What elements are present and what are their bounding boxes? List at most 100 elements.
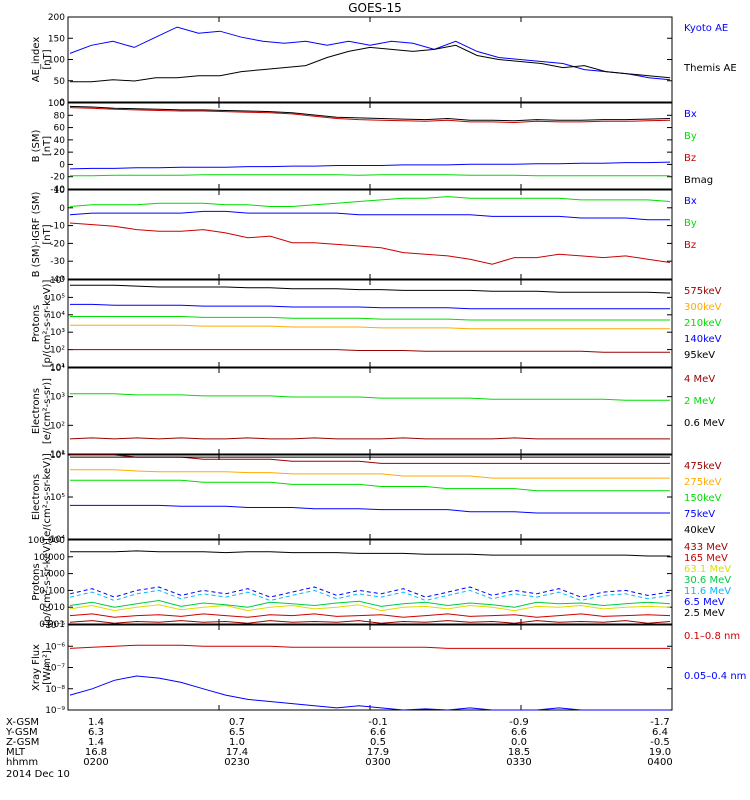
series-line-11-6-mev <box>69 589 671 602</box>
y-tick-label: 10 <box>54 186 66 196</box>
legend-label: 40keV <box>684 525 715 536</box>
series-line-2-mev <box>70 393 670 401</box>
legend-label: By <box>684 131 697 142</box>
series-line-0-05-0-4-nm <box>69 675 670 711</box>
y-tick-label: 10⁻⁷ <box>45 664 65 674</box>
y-axis-label: [p/(cm²-s-sr-keV)] <box>42 280 53 368</box>
footer-value: 0.5 <box>370 737 386 748</box>
legend-label: 575keV <box>684 286 722 297</box>
footer-value: 0200 <box>83 757 108 768</box>
y-tick-label: 150 <box>48 34 65 44</box>
y-tick-label: 10⁴ <box>50 311 65 321</box>
footer-value: 19.0 <box>649 747 671 758</box>
legend-label: 433 MeV <box>684 542 728 553</box>
series-line-95kev <box>70 284 671 294</box>
series-line-bx <box>69 161 671 170</box>
legend-label: Bx <box>684 196 697 207</box>
panel-8: 10⁻⁹ 10⁻⁸ 10⁻⁷ 10⁻⁶ 10⁻⁵ Xray Flux [W/m²] 0.1–0… <box>31 621 746 716</box>
footer-value: 1.0 <box>229 737 245 748</box>
footer-row-label: Y-GSM <box>5 727 38 738</box>
legend-label: 4 MeV <box>684 374 715 385</box>
y-axis-label: Electrons <box>31 388 42 434</box>
panel-frame <box>67 279 673 368</box>
panel-frame <box>67 16 673 103</box>
legend-label: 95keV <box>684 350 715 361</box>
footer-value: 6.5 <box>229 727 245 738</box>
series-line-by <box>69 196 671 207</box>
footer-value: -0.9 <box>509 717 529 728</box>
footer-row-label: X-GSM <box>6 717 39 728</box>
y-tick-label: 10⁵ <box>50 293 65 303</box>
y-tick-label: 10³ <box>50 328 65 338</box>
series-line-bz <box>69 107 671 124</box>
series-line-63-1-mev <box>69 604 671 612</box>
y-axis-label: B (SM)-IGRF (SM) <box>31 192 42 278</box>
footer-value: 1.4 <box>88 717 104 728</box>
series-line-75kev <box>70 504 670 514</box>
legend-label: 0.6 MeV <box>684 418 725 429</box>
series-line-300kev <box>70 324 670 330</box>
y-tick-label: 10⁴ <box>50 535 65 545</box>
series-line-30-6-mev <box>69 599 671 608</box>
y-tick-label: 100.000 <box>28 536 65 546</box>
y-axis-label: [nT] <box>42 49 53 69</box>
footer-value: 17.4 <box>226 747 248 758</box>
y-axis-label: Electrons <box>31 474 42 520</box>
series-line-kyoto-ae <box>69 26 671 81</box>
legend-label: Kyoto AE <box>684 23 728 34</box>
legend-label: Bx <box>684 109 697 120</box>
footer-value: 16.8 <box>85 747 107 758</box>
legend-label: 300keV <box>684 302 722 313</box>
footer-value: 0230 <box>224 757 249 768</box>
panel-frame <box>67 539 673 625</box>
footer-row-label: Z-GSM <box>6 737 39 748</box>
y-tick-label: 10.000 <box>34 553 66 563</box>
footer-value: 0300 <box>365 757 390 768</box>
y-tick-label: 10² <box>50 421 65 431</box>
legend-label: 475keV <box>684 461 722 472</box>
y-tick-label: 0.001 <box>39 620 65 630</box>
legend-label: Themis AE <box>683 63 737 74</box>
y-tick-label: -20 <box>50 173 65 183</box>
legend-label: 2.5 MeV <box>684 608 725 619</box>
y-axis-label: Xray Flux <box>31 644 42 691</box>
legend-label: 140keV <box>684 334 722 345</box>
y-tick-label: 60 <box>54 124 66 134</box>
series-line-150kev <box>70 479 670 492</box>
panel-frame <box>67 367 673 455</box>
y-tick-label: 10⁻⁸ <box>45 685 65 695</box>
series-line-by <box>70 174 670 177</box>
y-axis-label: [nT] <box>42 224 53 244</box>
legend-label: 0.1–0.8 nm <box>684 631 740 642</box>
y-tick-label: 10² <box>50 346 65 356</box>
footer-row-label: MLT <box>6 747 26 758</box>
footer-value: 0400 <box>647 757 672 768</box>
legend-label: 6.5 MeV <box>684 597 725 608</box>
legend-label: Bz <box>684 240 696 251</box>
panel-1: 0 50 100 150 200 AE_index [nT] Kyoto AE Themis A… <box>31 13 737 108</box>
y-axis-label: AE_index <box>31 37 42 83</box>
panel-4: 10¹ 10² 10³ 10⁴ 10⁵ 10⁶ Protons [p/(cm²-s-sr-ke… <box>31 276 722 373</box>
panel-frame <box>67 624 673 711</box>
y-tick-label: 10⁶ <box>50 451 65 461</box>
panel-frame <box>67 454 673 540</box>
footer-value: 18.5 <box>508 747 530 758</box>
y-axis-label: B (SM) <box>31 129 42 162</box>
y-tick-label: 0.010 <box>39 603 65 613</box>
y-tick-label: 40 <box>54 136 66 146</box>
legend-label: By <box>684 218 697 229</box>
y-axis-label: [nT] <box>42 136 53 156</box>
y-tick-label: 100 <box>48 56 65 66</box>
series-line-6-5-mev <box>69 586 671 598</box>
footer-value: 1.4 <box>88 737 104 748</box>
legend-label: 165 MeV <box>684 553 728 564</box>
series-line-bx <box>69 210 670 221</box>
y-tick-label: 10⁶ <box>50 276 65 286</box>
y-tick-label: 10⁴ <box>50 364 65 374</box>
y-tick-label: -30 <box>50 257 65 267</box>
y-tick-label: -40 <box>50 275 65 285</box>
panel-6: 10⁴ 10⁵ 10⁶ Electrons [e/(cm²-s-sr-keV)] 475k… <box>31 451 722 545</box>
series-line-0-1-0-8-nm <box>69 644 670 649</box>
